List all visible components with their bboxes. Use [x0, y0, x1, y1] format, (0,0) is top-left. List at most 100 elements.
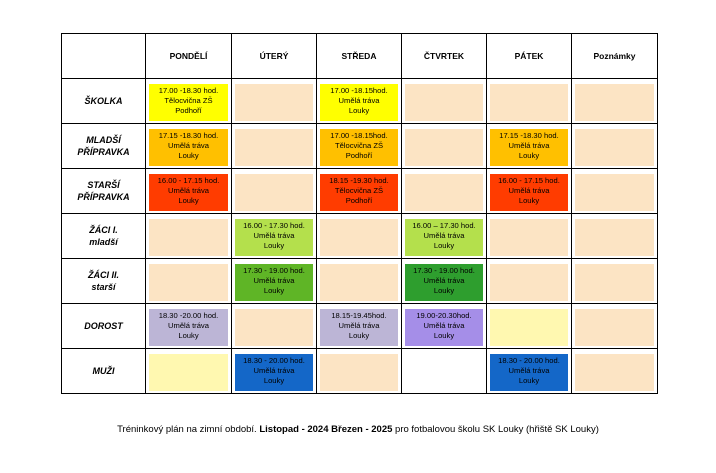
- cell-fill: [235, 309, 313, 346]
- schedule-cell-notes: [571, 78, 658, 124]
- schedule-cell-tuesday: 16.00 - 17.30 hod. Umělá tráva Louky: [231, 213, 317, 259]
- header-thursday: ČTVRTEK: [401, 33, 487, 79]
- cell-fill: 17.00 -18.15hod. Tělocvična ZŠ Podhoří: [320, 129, 398, 166]
- cell-text: 17.15 -18.30 hod. Umělá tráva Louky: [499, 131, 559, 160]
- footer-period: Listopad - 2024 Březen - 2025: [259, 424, 393, 435]
- cell-fill: 17.15 -18.30 hod. Umělá tráva Louky: [490, 129, 568, 166]
- header-row: PONDĚLÍ ÚTERÝ STŘEDA ČTVRTEK PÁTEK Pozná…: [61, 33, 658, 79]
- cell-fill: [235, 129, 313, 166]
- cell-fill: [320, 264, 398, 301]
- training-schedule-table: PONDĚLÍ ÚTERÝ STŘEDA ČTVRTEK PÁTEK Pozná…: [61, 33, 658, 394]
- row-label: STARŠÍ PŘÍPRAVKA: [61, 168, 146, 214]
- cell-text: 17.30 - 19.00 hod. Umělá tráva Louky: [243, 266, 305, 295]
- header-friday: PÁTEK: [486, 33, 572, 79]
- schedule-cell-tuesday: [231, 303, 317, 349]
- cell-fill: [235, 174, 313, 211]
- cell-text: 17.30 - 19.00 hod. Umělá tráva Louky: [413, 266, 475, 295]
- cell-text: 18.30 -20.00 hod. Umělá tráva Louky: [158, 311, 219, 340]
- schedule-cell-monday: [145, 258, 232, 304]
- cell-fill: 18.15 -19.30 hod. Tělocvična ZŠ Podhoří: [320, 174, 398, 211]
- schedule-cell-friday: [486, 78, 572, 124]
- cell-fill: 16.00 - 17.15 hod. Umělá tráva Louky: [149, 174, 228, 211]
- row-label: ŽÁCI I. mladší: [61, 213, 146, 259]
- schedule-cell-friday: [486, 258, 572, 304]
- cell-fill: 18.30 - 20.00 hod. Umělá tráva Louky: [490, 354, 568, 391]
- cell-text: 18.15 -19.30 hod. Tělocvična ZŠ Podhoří: [329, 176, 389, 205]
- cell-fill: [575, 309, 654, 346]
- cell-fill: [490, 84, 568, 121]
- cell-fill: 17.30 - 19.00 hod. Umělá tráva Louky: [235, 264, 313, 301]
- cell-fill: [575, 219, 654, 256]
- cell-fill: [575, 174, 654, 211]
- schedule-cell-wednesday: [316, 258, 402, 304]
- schedule-cell-wednesday: 17.00 -18.15hod. Tělocvična ZŠ Podhoří: [316, 123, 402, 169]
- cell-fill: 18.30 -20.00 hod. Umělá tráva Louky: [149, 309, 228, 346]
- cell-fill: [149, 264, 228, 301]
- cell-fill: 17.15 -18.30 hod. Umělá tráva Louky: [149, 129, 228, 166]
- schedule-cell-wednesday: [316, 213, 402, 259]
- cell-fill: [575, 354, 654, 391]
- cell-fill: [490, 309, 568, 346]
- table-row: ŽÁCI I. mladší 16.00 - 17.30 hod. Umělá t…: [61, 213, 658, 259]
- row-label: MLADŠÍ PŘÍPRAVKA: [61, 123, 146, 169]
- schedule-cell-wednesday: 17.00 -18.15hod. Umělá tráva Louky: [316, 78, 402, 124]
- schedule-cell-monday: [145, 213, 232, 259]
- header-wednesday: STŘEDA: [316, 33, 402, 79]
- schedule-cell-wednesday: 18.15 -19.30 hod. Tělocvična ZŠ Podhoří: [316, 168, 402, 214]
- cell-fill: [490, 264, 568, 301]
- cell-fill: [405, 354, 483, 391]
- schedule-cell-tuesday: [231, 78, 317, 124]
- cell-fill: 17.00 -18.30 hod. Tělocvična ZŠ Podhoří: [149, 84, 228, 121]
- footer-text-start: Tréninkový plán na zimní období.: [117, 424, 260, 435]
- table-row: ŽÁCI II. starší 17.30 - 19.00 hod. Umělá …: [61, 258, 658, 304]
- cell-fill: [320, 354, 398, 391]
- schedule-cell-thursday: 19.00-20.30hod. Umělá tráva Louky: [401, 303, 487, 349]
- schedule-cell-monday: 16.00 - 17.15 hod. Umělá tráva Louky: [145, 168, 232, 214]
- cell-fill: [149, 354, 228, 391]
- row-label: ŽÁCI II. starší: [61, 258, 146, 304]
- footer-caption: Tréninkový plán na zimní období. Listopa…: [0, 424, 716, 435]
- row-label: ŠKOLKA: [61, 78, 146, 124]
- cell-text: 18.30 - 20.00 hod. Umělá tráva Louky: [498, 356, 560, 385]
- schedule-cell-thursday: [401, 168, 487, 214]
- schedule-cell-notes: [571, 168, 658, 214]
- cell-text: 17.00 -18.30 hod. Tělocvična ZŠ Podhoří: [158, 86, 219, 115]
- schedule-cell-thursday: [401, 348, 487, 394]
- cell-fill: [575, 84, 654, 121]
- table-row: MLADŠÍ PŘÍPRAVKA 17.15 -18.30 hod. Umělá …: [61, 123, 658, 169]
- cell-text: 18.30 - 20.00 hod. Umělá tráva Louky: [243, 356, 305, 385]
- schedule-cell-wednesday: 18.15-19.45hod. Umělá tráva Louky: [316, 303, 402, 349]
- cell-fill: [235, 84, 313, 121]
- cell-fill: [320, 219, 398, 256]
- table-row: DOROST 18.30 -20.00 hod. Umělá tráva Louk…: [61, 303, 658, 349]
- row-label: MUŽI: [61, 348, 146, 394]
- cell-text: 17.00 -18.15hod. Tělocvična ZŠ Podhoří: [330, 131, 388, 160]
- schedule-cell-friday: [486, 213, 572, 259]
- cell-text: 17.00 -18.15hod. Umělá tráva Louky: [330, 86, 388, 115]
- schedule-cell-tuesday: 17.30 - 19.00 hod. Umělá tráva Louky: [231, 258, 317, 304]
- cell-fill: [575, 129, 654, 166]
- cell-text: 19.00-20.30hod. Umělá tráva Louky: [416, 311, 472, 340]
- header-corner: [61, 33, 146, 79]
- header-tuesday: ÚTERÝ: [231, 33, 317, 79]
- cell-text: 18.15-19.45hod. Umělá tráva Louky: [331, 311, 387, 340]
- table-row: MUŽI 18.30 - 20.00 hod. Umělá tráva Louky…: [61, 348, 658, 394]
- cell-fill: 19.00-20.30hod. Umělá tráva Louky: [405, 309, 483, 346]
- schedule-cell-monday: 18.30 -20.00 hod. Umělá tráva Louky: [145, 303, 232, 349]
- cell-text: 16.00 – 17.30 hod. Umělá tráva Louky: [412, 221, 476, 250]
- table-row: ŠKOLKA 17.00 -18.30 hod. Tělocvična ZŠ Po…: [61, 78, 658, 124]
- cell-text: 16.00 - 17.30 hod. Umělá tráva Louky: [243, 221, 305, 250]
- cell-fill: [405, 129, 483, 166]
- cell-text: 16.00 - 17.15 hod. Umělá tráva Louky: [498, 176, 560, 205]
- schedule-cell-friday: [486, 303, 572, 349]
- schedule-cell-friday: 18.30 - 20.00 hod. Umělá tráva Louky: [486, 348, 572, 394]
- schedule-cell-thursday: 17.30 - 19.00 hod. Umělá tráva Louky: [401, 258, 487, 304]
- schedule-cell-tuesday: [231, 123, 317, 169]
- cell-fill: 16.00 - 17.15 hod. Umělá tráva Louky: [490, 174, 568, 211]
- schedule-cell-thursday: [401, 123, 487, 169]
- footer-text-end: pro fotbalovou školu SK Louky (hřiště SK…: [392, 424, 599, 435]
- cell-fill: 16.00 - 17.30 hod. Umělá tráva Louky: [235, 219, 313, 256]
- schedule-cell-notes: [571, 303, 658, 349]
- schedule-cell-wednesday: [316, 348, 402, 394]
- cell-fill: [405, 84, 483, 121]
